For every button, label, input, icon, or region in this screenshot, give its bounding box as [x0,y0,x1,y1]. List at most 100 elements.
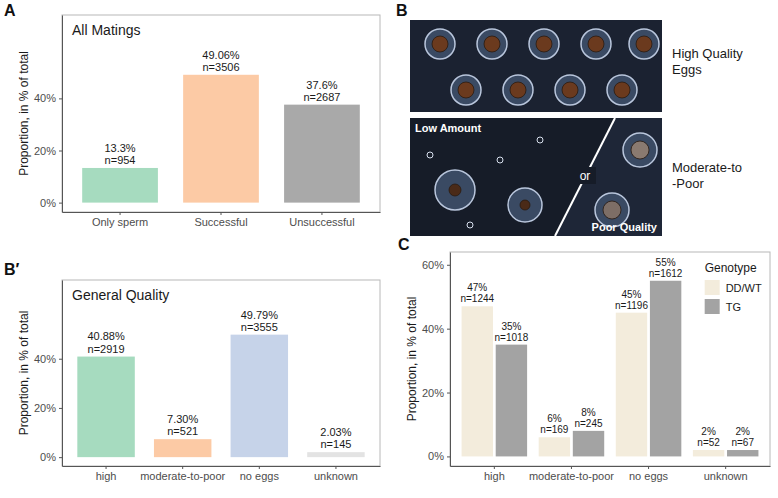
legend: GenotypeDD/WTTG [705,261,762,314]
x-tick-label: unknown [314,470,358,482]
egg-yolk [614,82,630,98]
egg-jelly [555,75,585,105]
data-label: 47% [467,282,487,293]
bars [462,281,759,457]
y-tick-mark [59,203,62,204]
x-tick-mark [221,212,222,215]
bar [727,450,758,456]
bar [77,357,134,458]
y-axis: 0% 20% 40% [34,281,63,467]
y-tick: 0% [40,451,62,463]
x-tick-label: unknown [704,470,748,482]
x-tick-mark [648,466,649,469]
egg-jelly [629,29,659,59]
bar [462,306,493,456]
x-tick-label: moderate-to-poor [529,470,614,482]
data-label: 8% [581,407,596,418]
data-labels: 47%n=12446%n=16945%n=11962%n=5235%n=1018… [460,257,754,448]
y-tick-mark [59,151,62,152]
y-tick-label: 40% [422,323,444,335]
y-tick-mark [59,359,62,360]
y-tick: 0% [428,450,450,462]
count-label: n=2687 [303,91,340,103]
egg-jelly [435,170,475,210]
bar [183,75,259,203]
x-axis: Only sperm Successful Unsuccessful [63,212,381,228]
egg-yolk [536,36,552,52]
x-axis-line [451,466,771,467]
bar [307,452,364,457]
x-tick: Only sperm [92,212,148,228]
x-tick-label: Only sperm [92,216,148,228]
bubble [467,222,473,228]
y-tick: 20% [34,402,62,414]
label-line: -Poor [672,176,704,191]
bar [82,168,158,203]
y-tick-mark [447,456,450,457]
egg-yolk [603,201,621,219]
x-tick-mark [494,466,495,469]
bar [154,439,211,457]
photo-ground [410,118,662,236]
egg-jelly [607,75,637,105]
y-tick-mark [59,457,62,458]
x-tick: moderate-to-poor [529,466,614,482]
x-tick-label: moderate-to-poor [140,470,225,482]
chart-title: All Matings [72,22,140,38]
x-tick-mark [106,466,107,469]
panel-letter: B [396,2,408,19]
y-tick: 20% [422,387,450,399]
y-tick-label: 20% [422,387,444,399]
egg-yolk [484,36,500,52]
y-tick-label: 20% [34,145,56,157]
x-tick: Successful [194,212,247,228]
x-tick-label: Successful [194,216,247,228]
panel-letter: C [398,236,410,253]
legend-label: TG [726,301,741,313]
y-axis-line [450,253,451,467]
egg-yolk [449,184,461,196]
data-label: 45% [621,289,641,300]
data-label: 49.06% [202,49,240,61]
y-tick: 40% [34,353,62,365]
count-label: n=169 [540,424,569,435]
y-tick: 0% [40,197,62,209]
x-tick-mark [571,466,572,469]
photo-low-amount [410,118,662,236]
y-axis-title: Proportion, in % of total [405,297,419,422]
y-tick-label: 40% [34,353,56,365]
bar [616,313,647,457]
x-axis: highmoderate-to-poorno eggsunknown [63,466,381,482]
y-tick-label: 40% [34,92,56,104]
egg-jelly [529,29,559,59]
bubble [497,157,503,163]
data-labels: 13.3%n=95449.06%n=350637.6%n=2687 [104,49,340,166]
bar [496,345,527,457]
photo-ground [410,118,662,236]
x-tick: Unsuccessful [289,212,354,228]
x-tick-mark [321,212,322,215]
y-tick-label: 0% [40,197,56,209]
x-tick: unknown [704,466,748,482]
x-tick-mark [120,212,121,215]
legend-swatch [705,280,720,295]
y-tick: 60% [422,259,450,271]
data-label: 2% [736,426,751,437]
x-tick-label: high [484,470,505,482]
bars [82,75,360,203]
y-axis: 0% 20% 40% 60% [422,253,451,467]
egg-yolk [562,82,578,98]
image-panel: Low AmountorPoor QualityHigh QualityEggs… [410,20,743,236]
panel-letter: B′ [4,261,20,278]
count-label: n=1612 [649,268,683,279]
legend-title: Genotype [705,261,757,275]
count-label: n=67 [731,437,754,448]
y-tick: 40% [34,92,62,104]
legend-swatch [705,299,720,314]
data-label: 6% [547,413,562,424]
x-tick: moderate-to-poor [140,466,225,482]
data-labels: 40.88%n=29197.30%n=52149.79%n=35552.03%n… [87,309,351,451]
panel-letter: A [4,2,16,19]
x-tick: no eggs [240,466,280,482]
data-label: 2% [701,426,716,437]
